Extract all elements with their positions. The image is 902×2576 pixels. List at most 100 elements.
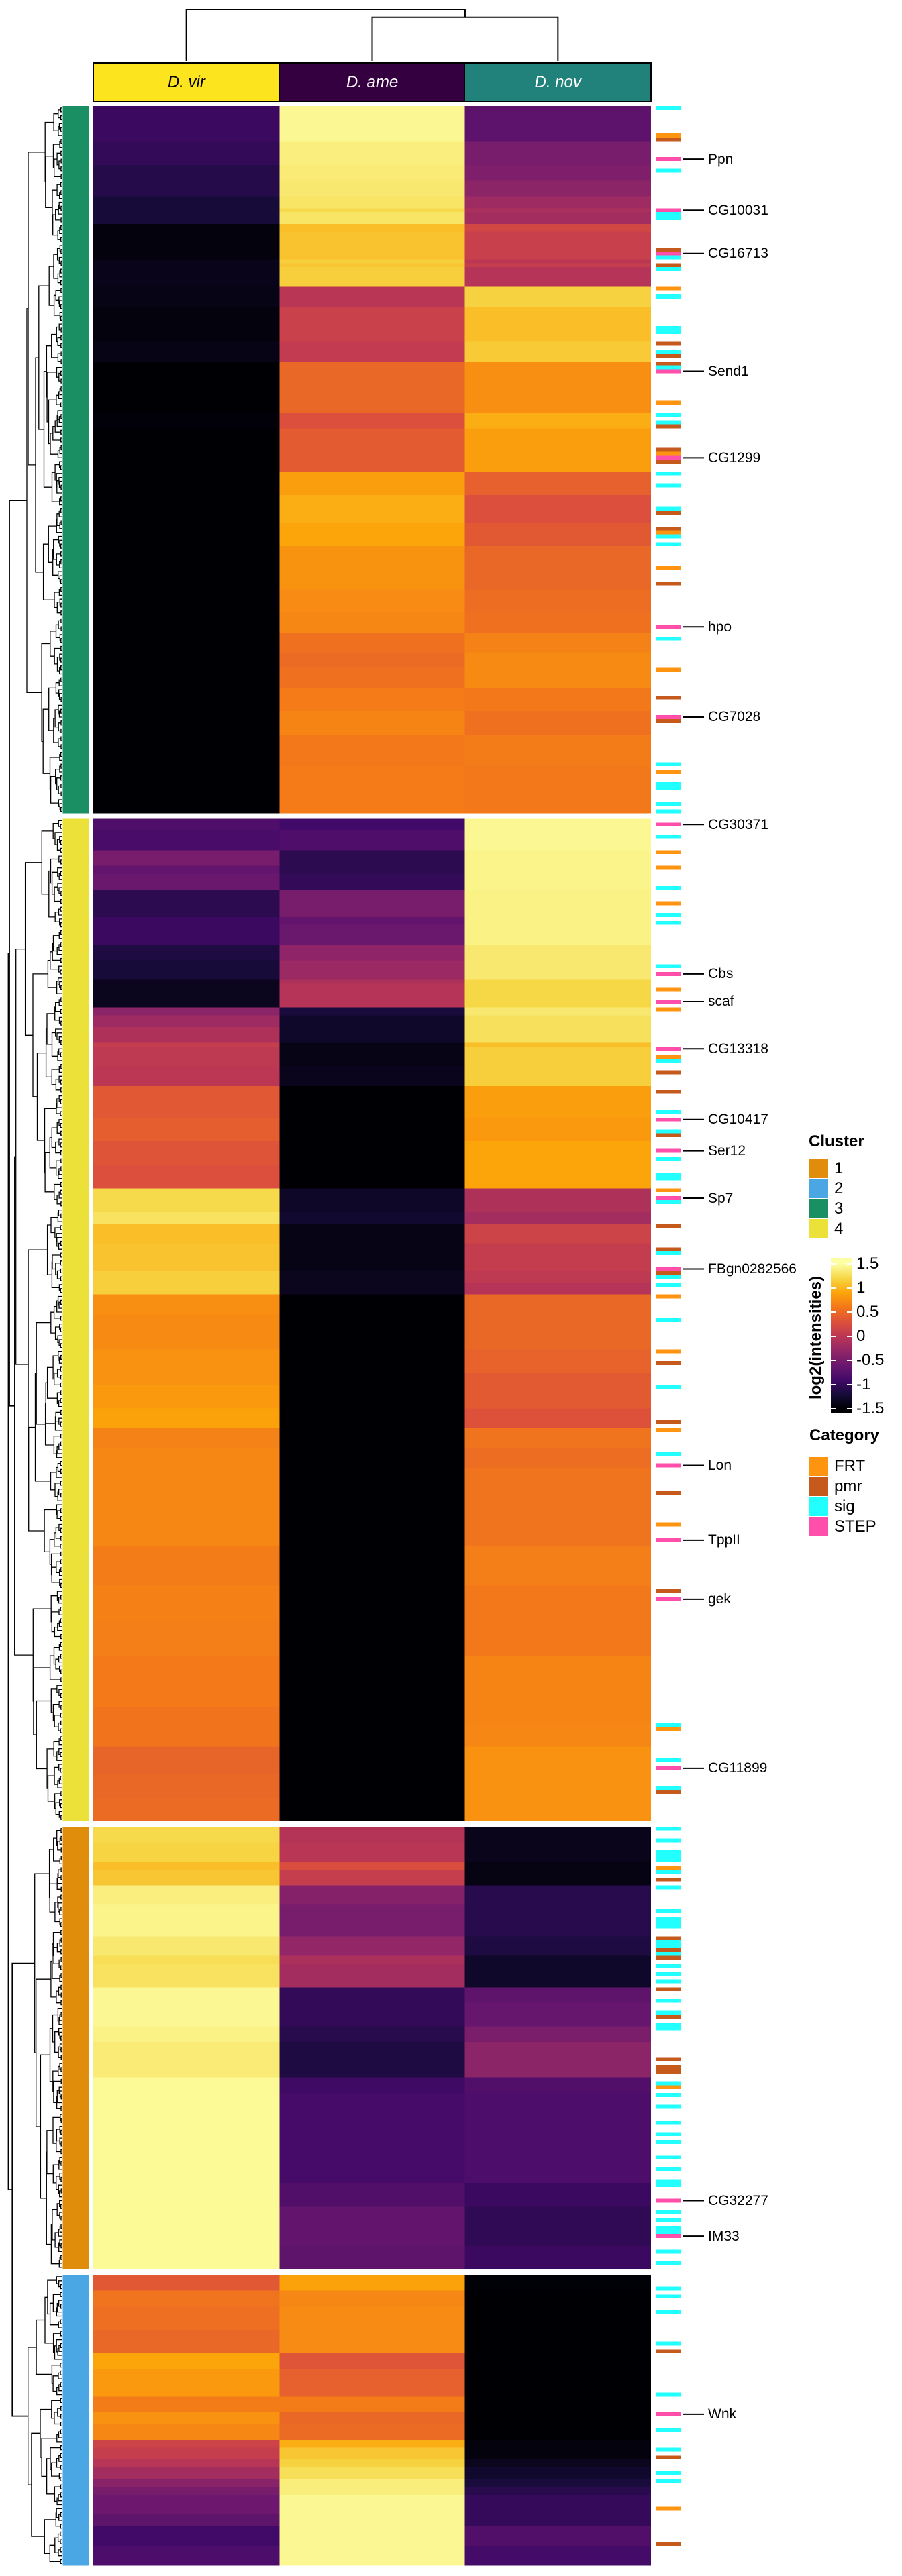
heatmap-cell [464,652,651,669]
category-legend-swatch [809,1457,828,1476]
heatmap-cell [279,1707,465,1724]
heatmap-cell [93,1955,280,1964]
heatmap-cell [464,106,651,142]
heatmap-cell [279,633,465,653]
heatmap-cell [93,1212,280,1224]
category-mark-sig [656,534,681,539]
heatmap-cell [93,1046,280,1067]
category-mark-sig [656,2010,681,2015]
heatmap-cell [464,263,651,268]
category-mark-frt [656,1866,681,1870]
heatmap-cell [464,1955,651,1964]
gene-label: FBgn0282566 [708,1261,797,1277]
heatmap-cell [93,2439,280,2449]
heatmap-cell [93,652,280,669]
heatmap-cell [464,1621,651,1657]
heatmap-cell [464,546,651,590]
heatmap-cell [279,1428,465,1448]
heatmap-cell [279,1885,465,1906]
category-mark-frt [656,286,681,291]
category-mark-step [656,715,681,719]
category-mark-step [656,1597,681,1601]
heatmap-cell [464,1885,651,1906]
gene-label: IM33 [708,2228,740,2244]
gene-label: CG32277 [708,2193,768,2209]
category-mark-sig [656,2140,681,2144]
category-mark-frt [656,1294,681,1299]
heatmap-cell [93,1027,280,1044]
category-mark-sig [656,2447,681,2452]
cluster-bar-3 [62,106,89,814]
category-mark-step [656,1046,681,1051]
heatmap-cell [93,2206,280,2247]
heatmap-cell [93,494,280,523]
heatmap-cell [279,1283,465,1295]
heatmap-cell [464,1165,651,1189]
heatmap-cell [464,2514,651,2527]
category-mark-sig [656,1758,681,1763]
category-mark-step [656,1766,681,1770]
colorbar-tick [847,1359,852,1361]
category-mark-sig [656,1924,681,1929]
category-mark-sig [656,1944,681,1948]
category-mark-step [656,251,681,256]
cluster-bar-4 [62,818,89,1821]
heatmap-cell [93,141,280,166]
category-mark-sig [656,762,681,767]
category-mark-sig [656,471,681,476]
heatmap-cell [93,1224,280,1244]
colorbar-tick-label: -1 [856,1375,871,1393]
heatmap-cell [93,1085,280,1118]
category-mark-sig [656,801,681,806]
heatmap-cell [93,2514,280,2527]
category-mark-frt [656,1007,681,1012]
category-mark-sig [656,1723,681,1727]
column-dendrogram-branch [371,16,559,61]
heatmap-cell [464,1294,651,1315]
category-mark-sig [656,2092,681,2097]
heatmap-cell [464,735,651,767]
category-mark-sig [656,365,681,370]
category-mark-sig [656,212,681,217]
category-mark-sig [656,2081,681,2086]
category-mark-sig [656,1129,681,1134]
heatmap-cell [93,944,280,961]
heatmap-cell [279,1656,465,1708]
category-mark-sig [656,2230,681,2235]
cluster-legend-swatch [809,1179,828,1198]
category-legend-label: STEP [834,1517,876,1536]
category-mark-sig [656,106,681,110]
heatmap-cell [464,924,651,945]
heatmap-cell [279,2369,465,2398]
category-mark-frt [656,451,681,456]
heatmap-cell [464,208,651,213]
heatmap-cell [464,231,651,260]
heatmap-cell [464,471,651,496]
row-dendrogram-branch [11,1962,35,2417]
category-mark-sig [656,1917,681,1921]
heatmap-cell [93,667,280,688]
category-mark-sig [656,267,681,272]
heatmap-cell [464,1964,651,1988]
heatmap-cell [93,1007,280,1016]
colorbar-tick [831,1311,836,1313]
heatmap-cell [93,889,280,918]
category-mark-sig [656,1251,681,1255]
heatmap-cell [464,1987,651,2004]
category-mark-pmr [656,354,681,358]
category-mark-pmr [656,1089,681,1094]
category-mark-step [656,208,681,213]
column-label: D. nov [534,72,581,91]
heatmap-cell [93,1066,280,1087]
heatmap-cell [93,2042,280,2078]
gene-label: CG7028 [708,709,761,725]
heatmap-cell [279,944,465,961]
category-mark-step [656,1148,681,1153]
heatmap-cell [279,916,465,926]
category-mark-pmr [656,1947,681,1952]
heatmap-cell [464,2459,651,2468]
heatmap-cell [464,2290,651,2307]
heatmap-cell [279,1723,465,1748]
heatmap-cell [93,1656,280,1708]
heatmap-cell [279,2329,465,2354]
